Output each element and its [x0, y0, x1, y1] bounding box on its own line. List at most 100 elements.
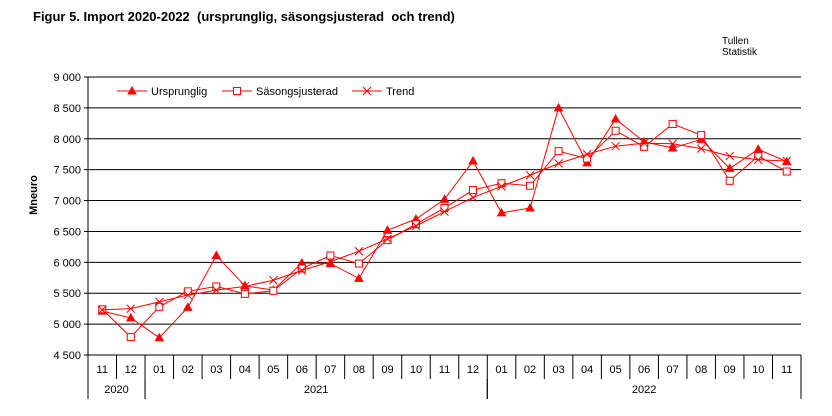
data-point	[269, 275, 278, 285]
year-label: 2021	[304, 384, 328, 396]
data-point	[668, 139, 678, 149]
data-point	[640, 142, 649, 151]
x-marker-stroke	[611, 141, 620, 151]
data-point	[382, 225, 393, 234]
x-marker-stroke	[725, 151, 735, 161]
x-tick-label: 07	[667, 364, 679, 376]
y-tick-label: 5 500	[53, 288, 81, 300]
data-point	[582, 149, 592, 159]
x-tick-label: 11	[781, 364, 792, 376]
x-marker-stroke	[668, 139, 678, 149]
data-point	[782, 156, 792, 166]
series-trend	[97, 138, 792, 315]
data-point	[125, 312, 136, 322]
source-label: Tullen Statistik	[722, 36, 757, 58]
x-marker-stroke	[554, 159, 563, 168]
x-tick-labels: 11 12 01 02 03 04 05 06 07 08 09 10 11 12 01 02 03 04 05 06…	[97, 364, 793, 396]
legend-label: Ursprunglig	[151, 86, 207, 98]
x-tick-label: 03	[552, 364, 564, 376]
data-point	[468, 156, 478, 165]
x-tick-label: 12	[467, 364, 479, 376]
x-marker-stroke	[440, 207, 449, 217]
series-line	[101, 123, 787, 338]
data-point	[211, 285, 221, 295]
data-point	[668, 119, 677, 128]
x-tick-label: 11	[97, 364, 108, 376]
x-marker-stroke	[639, 138, 649, 148]
x-marker-stroke	[696, 144, 706, 154]
data-point	[126, 333, 135, 342]
data-point	[155, 302, 164, 311]
x-tick-label: 09	[381, 364, 393, 376]
data-point	[211, 250, 222, 260]
x-tick-label: 12	[125, 364, 137, 376]
x-tick-label: 01	[153, 364, 165, 376]
data-point	[154, 297, 164, 307]
y-axis-label: Mneuro	[28, 175, 40, 215]
data-point	[468, 193, 478, 202]
data-point	[183, 287, 192, 296]
x-marker-stroke	[97, 305, 107, 315]
x-marker-stroke	[354, 246, 364, 256]
x-marker-stroke	[183, 290, 193, 300]
y-tick-label: 8 500	[53, 103, 81, 115]
x-marker-stroke	[362, 86, 372, 96]
data-point	[667, 143, 678, 152]
series-ursprunglig	[97, 102, 792, 342]
data-point	[725, 176, 734, 185]
x-tick-label: 04	[581, 364, 593, 376]
data-point	[753, 155, 763, 165]
data-point	[297, 266, 307, 275]
series-layer	[97, 102, 792, 342]
x-tick-label: 02	[182, 364, 194, 376]
legend-marker	[127, 85, 137, 95]
series-ssongsjusterad	[98, 119, 791, 342]
x-marker-stroke	[411, 221, 421, 231]
data-point	[611, 141, 620, 151]
x-marker-stroke	[126, 304, 136, 314]
legend-label: Trend	[386, 86, 414, 98]
x-tick-label: 01	[495, 364, 507, 376]
data-point	[297, 264, 306, 273]
y-tick-label: 6 500	[53, 226, 81, 238]
data-point	[497, 181, 506, 191]
data-point	[354, 259, 363, 268]
x-tick-label: 10	[410, 364, 422, 376]
data-point	[753, 144, 764, 153]
chart-title: Figur 5. Import 2020-2022 (ursprunglig, …	[33, 9, 455, 24]
y-tick-label: 6 000	[53, 257, 81, 269]
x-tick-label: 05	[609, 364, 621, 376]
data-point	[354, 273, 364, 282]
data-point	[411, 221, 421, 231]
data-point	[553, 102, 564, 112]
x-tick-label: 05	[267, 364, 279, 376]
data-point	[240, 289, 249, 298]
x-marker-stroke	[211, 285, 221, 295]
x-tick-label: 08	[695, 364, 707, 376]
x-marker-stroke	[383, 234, 392, 244]
data-point	[126, 304, 136, 314]
data-point	[610, 114, 621, 123]
x-marker-stroke	[269, 275, 278, 285]
x-marker-stroke	[326, 257, 335, 267]
data-point	[440, 207, 449, 217]
y-tick-label: 7 500	[53, 165, 81, 177]
x-tick-label: 03	[210, 364, 222, 376]
source-line-1: Tullen	[722, 36, 749, 47]
data-point	[554, 147, 563, 156]
x-tick-label: 02	[524, 364, 536, 376]
data-point	[439, 194, 450, 203]
x-tick-label: 10	[752, 364, 764, 376]
data-point	[97, 305, 107, 315]
y-tick-label: 8 000	[53, 134, 81, 146]
x-tick-label: 04	[239, 364, 251, 376]
data-point	[525, 202, 535, 212]
x-marker-stroke	[240, 282, 250, 291]
year-label: 2022	[632, 384, 656, 396]
data-point	[697, 131, 706, 140]
series-line	[102, 106, 787, 339]
data-point	[639, 138, 649, 148]
legend-label: Säsongsjusterad	[256, 86, 338, 98]
data-point	[326, 251, 335, 260]
source-line-2: Statistik	[722, 47, 758, 58]
